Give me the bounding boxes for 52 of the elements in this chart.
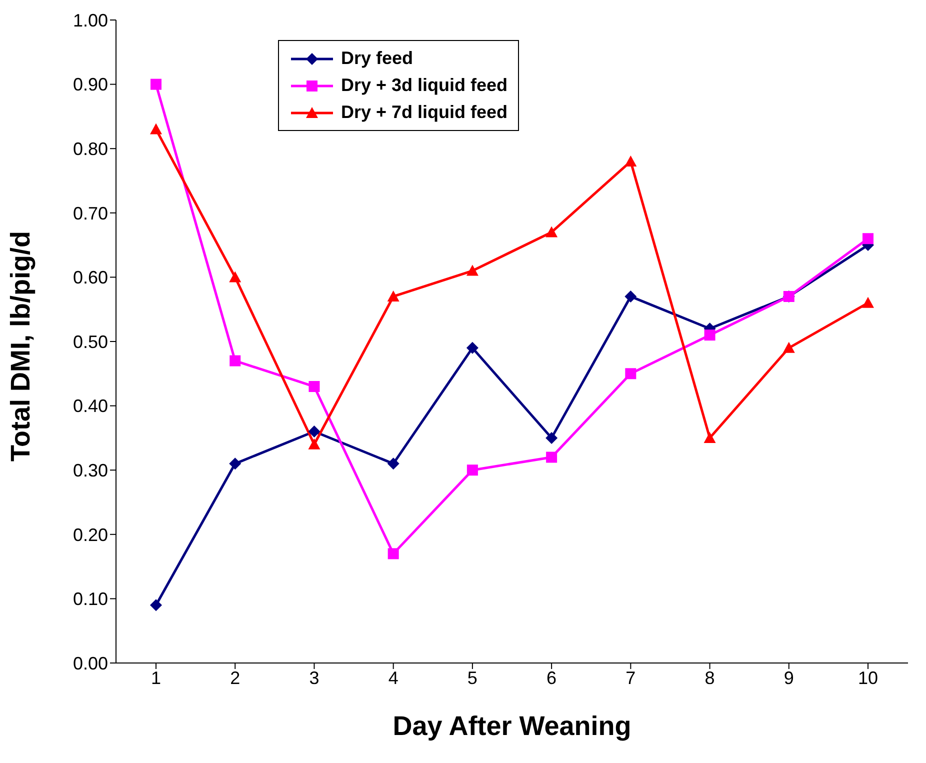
y-tick-label: 0.70 [72,203,108,224]
x-tick-label: 8 [704,668,715,688]
x-tick-label: 4 [388,668,398,688]
y-tick-label: 0.10 [72,589,108,610]
point [546,452,558,463]
point [624,290,637,302]
point [308,426,320,438]
x-tick-label: 10 [858,668,878,688]
x-tick-label: 7 [626,668,636,688]
point [546,432,558,444]
legend-label: Dry + 7d liquid feed [341,102,508,123]
point [704,432,716,443]
y-tick-label: 0.80 [72,138,108,159]
x-tick-label: 9 [784,668,794,688]
point [388,548,399,560]
legend-label: Dry feed [341,48,414,69]
y-tick-label: 0.30 [72,460,108,480]
x-axis-title: Day After Weaning [392,711,632,741]
point [782,342,795,353]
point [229,458,242,470]
point [862,233,874,244]
point [625,368,636,380]
y-tick-label: 1.00 [72,10,108,30]
point [466,264,478,276]
y-tick-label: 0.60 [72,268,108,288]
point [150,599,162,612]
x-tick-label: 1 [150,668,162,688]
point [624,155,637,166]
x-tick-label: 2 [230,668,240,688]
y-tick-label: 0.50 [72,332,108,352]
y-tick-label: 0.00 [72,653,108,674]
x-tick-label: 3 [309,668,320,688]
point [862,296,874,308]
point [230,355,241,366]
point [466,342,478,354]
y-axis-title: Total DMI, lb/pig/d [6,231,36,462]
legend-label: Dry + 3d liquid feed [341,75,508,96]
point [150,78,162,90]
point [546,226,558,238]
point [150,123,162,134]
x-tick-label: 5 [467,668,478,688]
point [308,438,320,450]
point [387,290,400,302]
y-tick-label: 0.20 [72,524,108,545]
point [466,464,478,476]
y-tick-label: 0.90 [72,74,108,95]
point [704,330,716,341]
x-tick-label: 6 [546,668,557,688]
point [387,458,400,470]
y-tick-label: 0.40 [72,396,108,416]
point [308,381,320,392]
point [229,271,242,282]
